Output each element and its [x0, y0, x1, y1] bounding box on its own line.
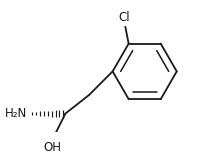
Text: H₂N: H₂N	[5, 107, 27, 120]
Text: OH: OH	[43, 141, 61, 154]
Text: Cl: Cl	[119, 11, 130, 24]
